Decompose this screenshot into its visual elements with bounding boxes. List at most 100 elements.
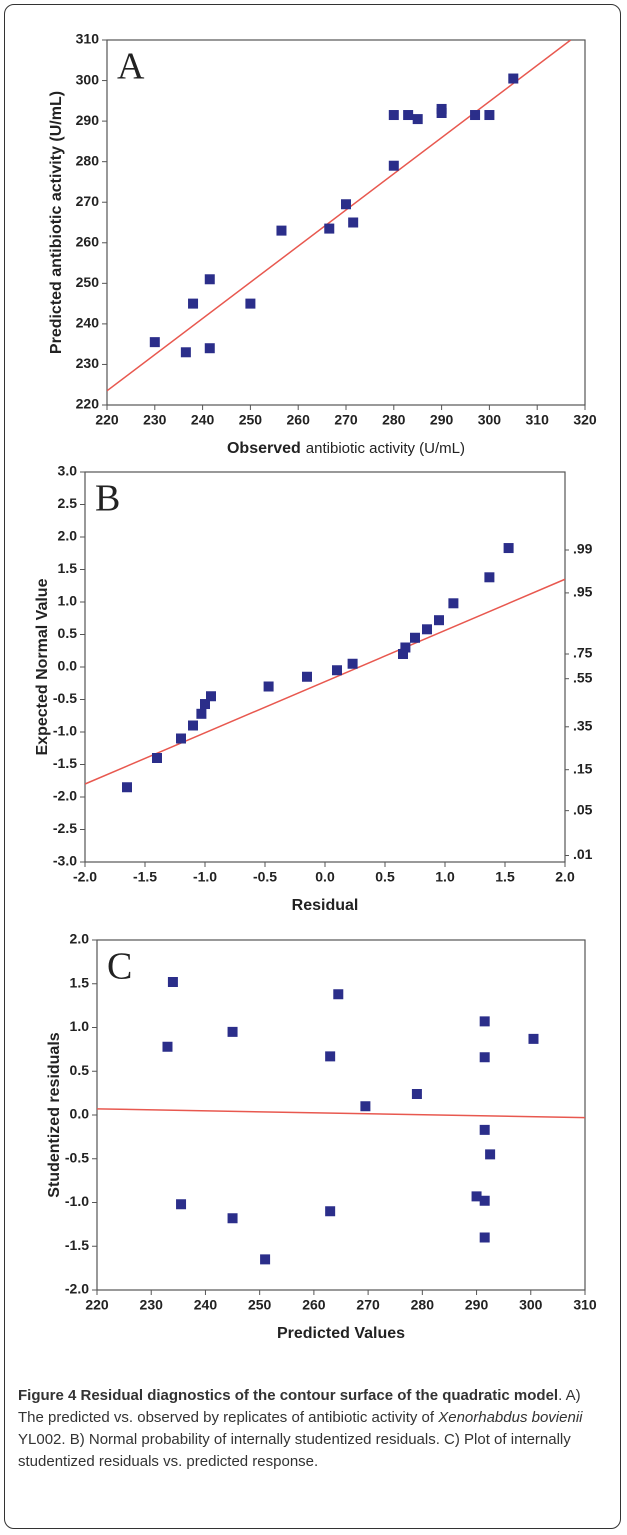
panel-letter: C	[107, 946, 132, 988]
point	[324, 223, 335, 234]
x-tick-label: 260	[287, 412, 311, 428]
point	[471, 1191, 482, 1202]
x-tick-label: -1.0	[193, 869, 217, 885]
x-tick-label: 280	[382, 412, 406, 428]
point	[434, 615, 444, 626]
point	[176, 1199, 187, 1210]
point	[122, 782, 132, 793]
y-tick-label: -2.0	[65, 1281, 89, 1297]
caption-species: Xenorhabdus bovienii	[438, 1409, 583, 1426]
y-tick-label: 290	[76, 112, 100, 128]
y2-tick-label: .01	[573, 846, 593, 862]
y-tick-label: 240	[76, 315, 100, 331]
x-tick-label: 260	[302, 1297, 326, 1313]
y-tick-label: -1.0	[65, 1193, 89, 1209]
point	[403, 110, 414, 121]
y-axis-label: Predicted antibiotic activity (U/mL)	[48, 91, 65, 354]
fit-line	[107, 40, 572, 392]
point	[325, 1206, 336, 1217]
y-tick-label: -1.0	[53, 723, 77, 739]
y-tick-label: 230	[76, 355, 100, 371]
x-tick-label: 2.0	[555, 869, 575, 885]
point	[411, 1089, 422, 1099]
y-tick-label: 2.5	[58, 495, 78, 511]
x-tick-label: 1.0	[435, 869, 455, 885]
point	[528, 1033, 539, 1044]
y-tick-label: 1.5	[70, 974, 90, 990]
caption-text: . A) The predicted vs. observed by repli…	[18, 1387, 581, 1426]
y-tick-label: 1.5	[58, 560, 78, 576]
x-tick-label: -2.0	[73, 869, 97, 885]
x-tick-label: 290	[430, 412, 454, 428]
point	[200, 699, 210, 710]
x-tick-label: 310	[573, 1297, 597, 1313]
point	[341, 199, 351, 210]
point	[188, 720, 198, 731]
point	[204, 343, 215, 354]
point	[470, 110, 481, 121]
y-axis-label: Studentized residuals	[46, 1032, 63, 1197]
point	[479, 1052, 490, 1063]
point	[508, 73, 519, 84]
plot-area	[106, 39, 586, 406]
x-tick-label: 1.5	[495, 869, 515, 885]
y-tick-label: 280	[76, 152, 100, 168]
point	[332, 665, 342, 676]
caption-title: Figure 4 Residual diagnostics of the con…	[18, 1387, 559, 1404]
point	[206, 691, 216, 702]
point	[152, 753, 162, 763]
y-tick-label: -2.5	[53, 820, 77, 836]
y-tick-label: -1.5	[65, 1237, 89, 1253]
x-tick-label: 0.5	[375, 869, 395, 885]
point	[436, 103, 447, 114]
point	[263, 681, 274, 692]
plot-area	[84, 471, 566, 863]
fit-line	[85, 578, 565, 785]
point	[479, 1195, 490, 1206]
y-tick-label: 220	[76, 396, 100, 412]
point	[479, 1124, 490, 1135]
point	[245, 298, 256, 309]
x-axis-label: Predicted Values	[277, 1325, 405, 1342]
x-tick-label: -1.5	[133, 869, 157, 885]
x-tick-label: -0.5	[253, 869, 277, 885]
y2-tick-label: .55	[573, 669, 593, 685]
x-tick-label: 290	[465, 1297, 489, 1313]
point	[503, 543, 514, 554]
x-tick-label: 250	[248, 1297, 272, 1313]
x-tick-label: 240	[194, 1297, 218, 1313]
point	[347, 658, 358, 669]
point	[149, 337, 160, 348]
point	[227, 1026, 238, 1037]
point	[400, 642, 411, 653]
y-tick-label: 260	[76, 233, 100, 249]
point	[180, 347, 191, 358]
x-tick-label: 320	[573, 412, 597, 428]
point	[479, 1016, 490, 1027]
caption: Figure 4 Residual diagnostics of the con…	[18, 1385, 610, 1473]
x-tick-label: 240	[191, 412, 215, 428]
point	[162, 1041, 173, 1052]
point	[388, 110, 399, 121]
point	[325, 1051, 336, 1062]
y-tick-label: 250	[76, 274, 100, 290]
x-tick-label: 0.0	[315, 869, 335, 885]
y2-tick-label: .95	[573, 584, 593, 600]
y-tick-label: -0.5	[53, 690, 77, 706]
point	[388, 160, 399, 171]
point	[204, 274, 215, 285]
point	[484, 110, 495, 121]
y-tick-label: 2.0	[58, 528, 78, 544]
y-tick-label: 0.5	[58, 625, 78, 641]
y-tick-label: 310	[76, 31, 100, 47]
x-tick-label: 230	[143, 412, 167, 428]
point	[348, 217, 359, 228]
point	[398, 649, 408, 659]
y2-tick-label: .05	[573, 801, 593, 817]
y2-tick-label: .99	[573, 541, 593, 557]
figure-frame	[4, 4, 621, 1529]
y-tick-label: 0.5	[70, 1062, 90, 1078]
point	[188, 298, 199, 309]
point	[260, 1254, 271, 1265]
point	[485, 1149, 496, 1160]
